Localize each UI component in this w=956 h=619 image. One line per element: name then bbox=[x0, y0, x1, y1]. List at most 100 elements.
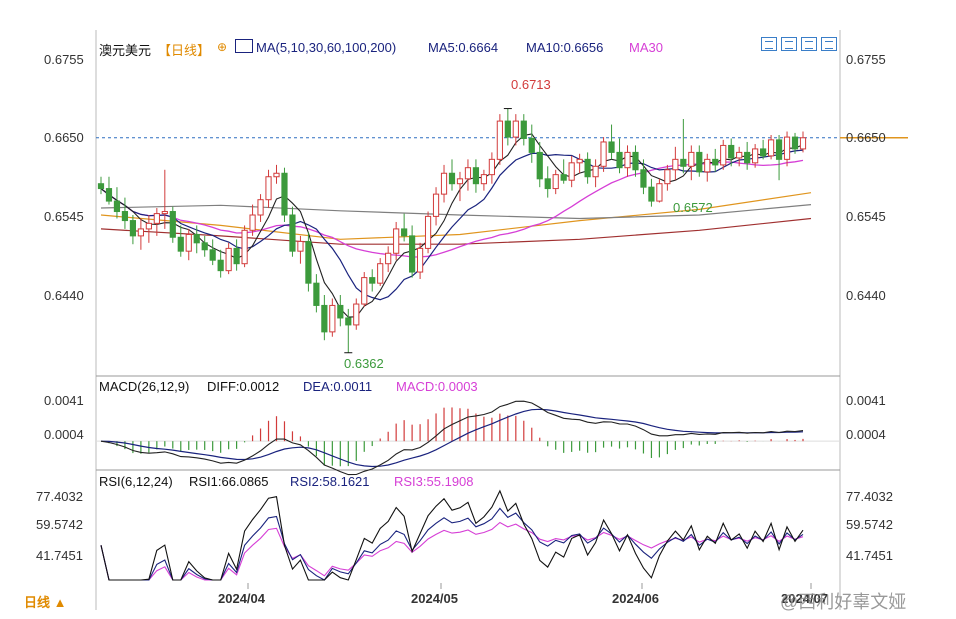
ma30-value: MA30 bbox=[629, 40, 663, 55]
candle-body bbox=[704, 158, 711, 173]
candle-body bbox=[528, 137, 535, 153]
grid-view-icon[interactable] bbox=[781, 37, 797, 51]
candle-body bbox=[225, 247, 232, 272]
high-annotation: 0.6713 bbox=[511, 77, 551, 92]
candle-body bbox=[265, 176, 272, 201]
jump-end-icon[interactable] bbox=[821, 37, 837, 51]
candle-body bbox=[728, 144, 735, 159]
candle-body bbox=[448, 172, 456, 185]
candle-body bbox=[257, 199, 264, 216]
candle-body bbox=[153, 213, 160, 224]
candle-body bbox=[377, 263, 384, 284]
candle-body bbox=[680, 158, 687, 167]
candle-body bbox=[193, 233, 200, 244]
macd-title: MACD(26,12,9) bbox=[99, 379, 190, 394]
candle-body bbox=[480, 174, 488, 185]
rsi-y-tick-right-2: 41.7451 bbox=[846, 548, 893, 563]
candle-body bbox=[512, 120, 519, 138]
ma-line-ma200 bbox=[100, 217, 812, 245]
settings-gear-icon[interactable]: ⊕ bbox=[217, 40, 228, 54]
candle-body bbox=[416, 247, 424, 273]
ma-line-ma5 bbox=[100, 133, 804, 318]
candle-body bbox=[329, 304, 336, 333]
candle-body bbox=[576, 158, 583, 164]
candle-body bbox=[313, 282, 320, 306]
candle-body bbox=[608, 141, 615, 153]
macd-diff: DIFF:0.0012 bbox=[207, 379, 280, 394]
candle-body bbox=[345, 317, 352, 326]
candle-body bbox=[129, 220, 137, 237]
candle-body bbox=[568, 162, 575, 181]
rsi2-value: RSI2:58.1621 bbox=[290, 474, 370, 489]
candle-body bbox=[760, 148, 767, 157]
macd-y-tick-left-1: 0.0004 bbox=[44, 427, 84, 442]
candle-body bbox=[273, 172, 280, 178]
candle-body bbox=[783, 136, 791, 160]
macd-dea-line bbox=[100, 408, 804, 468]
rsi3-value: RSI3:55.1908 bbox=[394, 474, 474, 489]
candle-body bbox=[369, 277, 376, 284]
candle-body bbox=[337, 304, 344, 319]
candle-body bbox=[233, 247, 240, 265]
candle-body bbox=[353, 303, 360, 326]
y-tick-right-1: 0.6650 bbox=[846, 130, 886, 145]
candle-body bbox=[720, 144, 727, 166]
rsi1-value: RSI1:66.0865 bbox=[189, 474, 269, 489]
candle-body bbox=[217, 259, 224, 272]
rsi-title: RSI(6,12,24) bbox=[99, 474, 173, 489]
y-tick-left-0: 0.6755 bbox=[44, 52, 84, 67]
y-tick-right-2: 0.6545 bbox=[846, 209, 886, 224]
y-tick-left-2: 0.6545 bbox=[44, 209, 84, 224]
candle-body bbox=[385, 252, 392, 265]
candle-body bbox=[281, 172, 288, 216]
candle-body bbox=[624, 151, 631, 169]
candle-body bbox=[97, 183, 105, 190]
ma10-value: MA10:0.6656 bbox=[526, 40, 604, 55]
period-switch-button[interactable]: 日线 ▲ bbox=[24, 595, 67, 610]
rsi3-line bbox=[100, 521, 804, 581]
y-tick-right-3: 0.6440 bbox=[846, 288, 886, 303]
indicator-chart-icon[interactable] bbox=[235, 39, 253, 53]
candle-body bbox=[799, 137, 807, 150]
candle-body bbox=[321, 304, 328, 333]
candle-body bbox=[616, 151, 623, 169]
candle-body bbox=[424, 215, 432, 249]
candle-body bbox=[552, 174, 559, 190]
rsi-y-tick-right-0: 77.4032 bbox=[846, 489, 893, 504]
ma-line-ma100 bbox=[100, 204, 812, 220]
candle-body bbox=[401, 228, 408, 237]
candle-body bbox=[289, 214, 296, 252]
macd-diff-line bbox=[100, 400, 804, 476]
rsi-y-tick-left-0: 77.4032 bbox=[36, 489, 83, 504]
period-tag[interactable]: 【日线】 bbox=[158, 43, 211, 58]
candle-body bbox=[656, 183, 663, 202]
candle-body bbox=[767, 139, 775, 157]
candle-body bbox=[775, 139, 783, 160]
x-tick-0: 2024/04 bbox=[218, 591, 265, 606]
candle-body bbox=[201, 242, 208, 251]
local-low-annotation: 0.6572 bbox=[673, 200, 713, 215]
zoom-fit-icon[interactable] bbox=[761, 37, 777, 51]
ma-line-ma10 bbox=[100, 149, 804, 301]
candle-body bbox=[305, 240, 312, 284]
step-forward-icon[interactable] bbox=[801, 37, 817, 51]
candle-body bbox=[137, 228, 144, 237]
candle-body bbox=[361, 277, 368, 305]
candle-body bbox=[488, 158, 495, 176]
macd-y-tick-right-0: 0.0041 bbox=[846, 393, 886, 408]
macd-dea: DEA:0.0011 bbox=[303, 379, 373, 394]
x-tick-1: 2024/05 bbox=[411, 591, 458, 606]
candle-body bbox=[584, 158, 591, 178]
low-annotation: 0.6362 bbox=[344, 356, 384, 371]
candle-body bbox=[440, 172, 448, 195]
candle-body bbox=[520, 120, 527, 139]
candle-body bbox=[672, 158, 679, 171]
candle-body bbox=[105, 188, 113, 202]
macd-y-tick-right-1: 0.0004 bbox=[846, 427, 886, 442]
y-tick-right-0: 0.6755 bbox=[846, 52, 886, 67]
candle-body bbox=[241, 229, 248, 265]
candle-body bbox=[632, 151, 639, 171]
candle-body bbox=[177, 236, 184, 252]
candle-body bbox=[544, 178, 551, 190]
rsi1-line bbox=[100, 489, 804, 581]
